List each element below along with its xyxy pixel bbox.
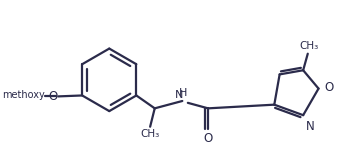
- Text: N: N: [175, 90, 184, 100]
- Text: CH₃: CH₃: [140, 129, 160, 139]
- Text: O: O: [48, 90, 57, 103]
- Text: O: O: [324, 81, 333, 94]
- Text: N: N: [306, 120, 315, 133]
- Text: O: O: [203, 132, 213, 145]
- Text: methoxy: methoxy: [2, 90, 44, 100]
- Text: CH₃: CH₃: [299, 41, 318, 51]
- Text: H: H: [179, 88, 187, 98]
